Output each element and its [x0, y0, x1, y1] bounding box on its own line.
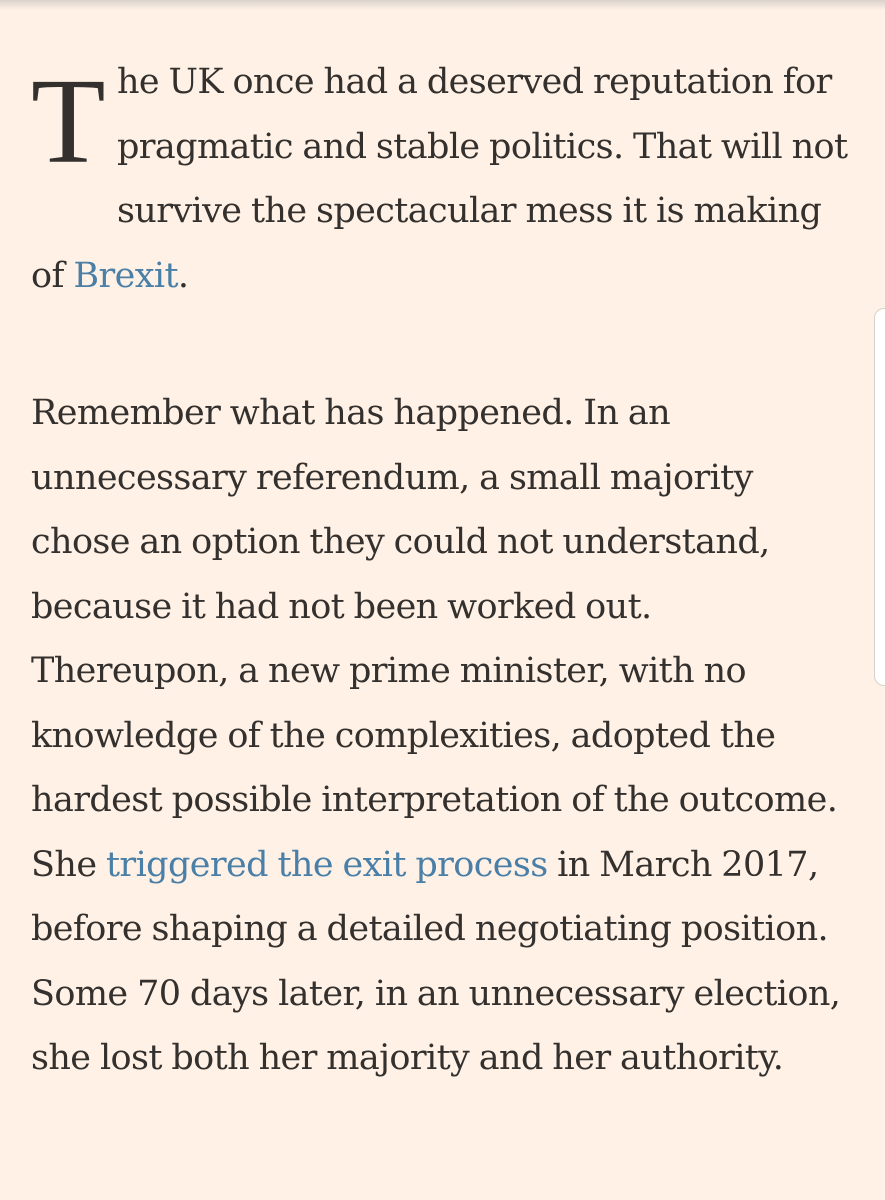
- paragraph-2: Remember what has happened. In an unnece…: [31, 381, 851, 1091]
- drop-cap: T: [31, 54, 106, 189]
- exit-process-link[interactable]: triggered the exit process: [105, 844, 548, 885]
- brexit-link[interactable]: Brexit: [73, 255, 178, 296]
- paragraph-1-text: he UK once had a deserved reputation for…: [31, 62, 848, 296]
- paragraph-1-end: .: [177, 255, 189, 296]
- scroll-handle[interactable]: [874, 308, 885, 686]
- top-edge-shadow: [0, 0, 885, 10]
- paragraph-2-end: in March 2017, before shaping a detailed…: [31, 844, 841, 1079]
- paragraph-2-text: Remember what has happened. In an unnece…: [31, 393, 838, 885]
